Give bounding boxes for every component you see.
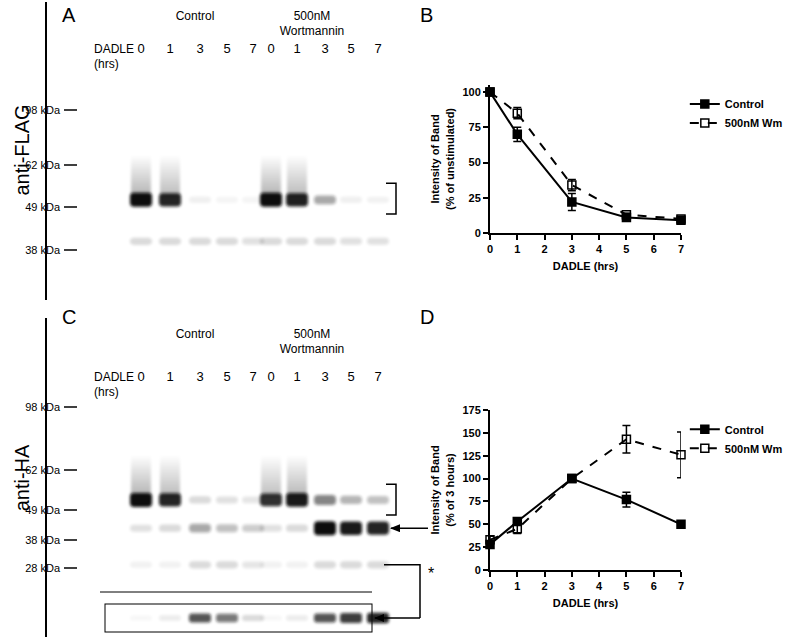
svg-text:38 kDa: 38 kDa [25, 534, 61, 546]
svg-text:50: 50 [469, 518, 481, 530]
svg-text:DADLE: DADLE [94, 370, 134, 384]
svg-text:7: 7 [678, 580, 684, 592]
svg-text:500nM Wm: 500nM Wm [725, 443, 783, 455]
svg-text:25: 25 [469, 192, 481, 204]
svg-text:3: 3 [569, 243, 575, 255]
svg-text:1: 1 [166, 41, 173, 56]
svg-text:75: 75 [469, 121, 481, 133]
svg-text:anti-HA: anti-HA [11, 444, 33, 511]
svg-text:5: 5 [623, 580, 629, 592]
svg-text:0: 0 [137, 369, 144, 384]
svg-text:6: 6 [651, 243, 657, 255]
svg-text:*: * [428, 565, 434, 582]
svg-text:1: 1 [293, 41, 300, 56]
svg-text:0: 0 [475, 227, 481, 239]
svg-text:Wortmannin: Wortmannin [280, 24, 344, 38]
svg-text:6: 6 [651, 580, 657, 592]
svg-text:49 kDa: 49 kDa [25, 201, 61, 213]
svg-text:0: 0 [267, 369, 274, 384]
svg-text:2: 2 [542, 580, 548, 592]
svg-text:0: 0 [137, 41, 144, 56]
svg-text:B: B [420, 4, 433, 26]
svg-text:38 kDa: 38 kDa [25, 244, 61, 256]
svg-text:3: 3 [196, 41, 203, 56]
svg-text:500nM: 500nM [294, 9, 331, 23]
svg-text:C: C [62, 306, 76, 328]
svg-text:4: 4 [596, 580, 603, 592]
svg-text:175: 175 [462, 404, 480, 416]
svg-text:(hrs): (hrs) [94, 57, 119, 71]
svg-text:DADLE (hrs): DADLE (hrs) [553, 597, 619, 609]
svg-text:7: 7 [374, 41, 381, 56]
svg-text:anti-FLAG: anti-FLAG [11, 104, 33, 195]
svg-text:62 kDa: 62 kDa [25, 159, 61, 171]
svg-text:1: 1 [514, 243, 520, 255]
svg-text:1: 1 [293, 369, 300, 384]
svg-text:Control: Control [176, 9, 215, 23]
svg-text:7: 7 [678, 243, 684, 255]
svg-text:DADLE: DADLE [94, 42, 134, 56]
svg-text:7: 7 [249, 41, 256, 56]
svg-text:0: 0 [475, 564, 481, 576]
svg-text:(hrs): (hrs) [94, 385, 119, 399]
svg-text:500nM Wm: 500nM Wm [725, 117, 783, 129]
svg-text:D: D [420, 306, 434, 328]
svg-text:75: 75 [469, 495, 481, 507]
svg-text:5: 5 [623, 243, 629, 255]
svg-text:7: 7 [374, 369, 381, 384]
svg-text:0: 0 [487, 243, 493, 255]
svg-text:25: 25 [469, 541, 481, 553]
svg-text:Intensity of Band(% of unstimu: Intensity of Band(% of unstimulated) [429, 108, 455, 210]
svg-text:62 kDa: 62 kDa [25, 464, 61, 476]
svg-text:50: 50 [469, 156, 481, 168]
svg-text:100: 100 [462, 472, 480, 484]
svg-text:3: 3 [321, 41, 328, 56]
svg-text:5: 5 [347, 41, 354, 56]
svg-text:Control: Control [176, 327, 215, 341]
svg-text:7: 7 [249, 369, 256, 384]
svg-text:3: 3 [321, 369, 328, 384]
svg-text:DADLE (hrs): DADLE (hrs) [553, 260, 619, 272]
svg-text:5: 5 [223, 369, 230, 384]
svg-text:2: 2 [542, 243, 548, 255]
svg-text:Control: Control [725, 424, 764, 436]
svg-text:A: A [62, 4, 76, 26]
svg-text:49 kDa: 49 kDa [25, 504, 61, 516]
svg-text:5: 5 [223, 41, 230, 56]
svg-text:500nM: 500nM [294, 327, 331, 341]
svg-text:28 kDa: 28 kDa [25, 562, 61, 574]
svg-text:125: 125 [462, 450, 480, 462]
svg-text:98 kDa: 98 kDa [25, 104, 61, 116]
svg-text:Control: Control [725, 98, 764, 110]
svg-text:1: 1 [514, 580, 520, 592]
svg-text:150: 150 [462, 427, 480, 439]
svg-text:1: 1 [166, 369, 173, 384]
svg-text:100: 100 [462, 86, 480, 98]
svg-text:5: 5 [347, 369, 354, 384]
svg-text:0: 0 [487, 580, 493, 592]
svg-text:Intensity of Band(% of 3 hours: Intensity of Band(% of 3 hours) [429, 445, 455, 534]
svg-text:Wortmannin: Wortmannin [280, 342, 344, 356]
svg-text:3: 3 [196, 369, 203, 384]
svg-text:4: 4 [596, 243, 603, 255]
svg-text:3: 3 [569, 580, 575, 592]
svg-text:0: 0 [267, 41, 274, 56]
svg-text:98 kDa: 98 kDa [25, 401, 61, 413]
